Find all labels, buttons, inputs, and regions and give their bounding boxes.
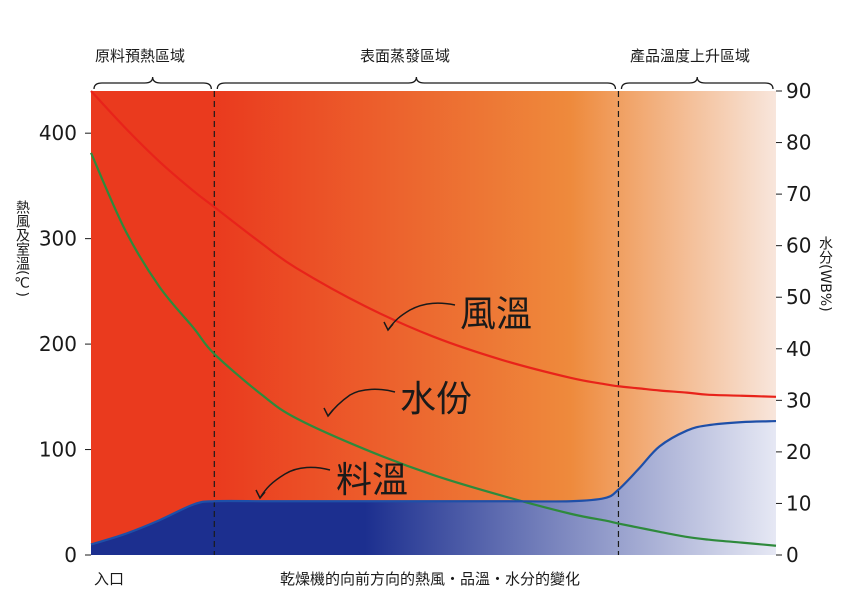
left-axis-label: 熱風及室溫(℃) [14,200,30,297]
right-tick-label-0: 0 [786,543,799,567]
material-temp-pointer-arrowhead [255,489,266,500]
series-label-air-temp: 風溫 [460,294,532,335]
material-temp-pointer [259,466,331,499]
right-tick-label-9: 90 [786,79,811,103]
zone-bracket-1 [216,76,617,90]
zone-label-evaporation: 表面蒸發區域 [360,47,450,65]
right-tick-label-4: 40 [786,337,811,361]
zone-bracket-0 [93,76,212,90]
right-tick-label-2: 20 [786,440,811,464]
air-temp-line [90,90,777,398]
right-tick-label-7: 70 [786,182,811,206]
right-tick-label-5: 50 [786,285,811,309]
left-tick-label-1: 100 [39,438,77,462]
right-tick-label-8: 80 [786,131,811,155]
air-temp-pointer [387,302,456,331]
right-axis-label: 水分(WB%) [817,236,833,312]
left-tick-label-3: 300 [39,227,77,251]
chart-marks: 0 100 200 300 400 0 10 20 30 40 50 60 70 80 90 [39,76,811,567]
right-tick-label-1: 10 [786,491,811,515]
moisture-pointer-arrowhead [323,407,334,418]
left-tick-label-2: 200 [39,332,77,356]
series-label-material-temp: 料溫 [336,460,408,501]
air-temp-pointer-arrowhead [383,321,394,332]
right-tick-label-6: 60 [786,234,811,258]
series-label-moisture: 水份 [400,379,472,420]
x-axis-caption: 乾燥機的向前方向的熱風・品溫・水分的變化 [280,570,580,588]
zone-bracket-2 [620,76,774,90]
zone-label-product-temp: 產品溫度上升區域 [630,47,750,65]
right-tick-label-3: 30 [786,388,811,412]
zone-label-preheat: 原料預熱區域 [95,47,185,65]
moisture-line [89,152,777,547]
entrance-label: 入口 [94,570,124,588]
material-temp-line [90,419,777,546]
left-tick-label-0: 0 [64,543,77,567]
left-tick-label-4: 400 [39,121,77,145]
moisture-pointer [327,388,396,417]
